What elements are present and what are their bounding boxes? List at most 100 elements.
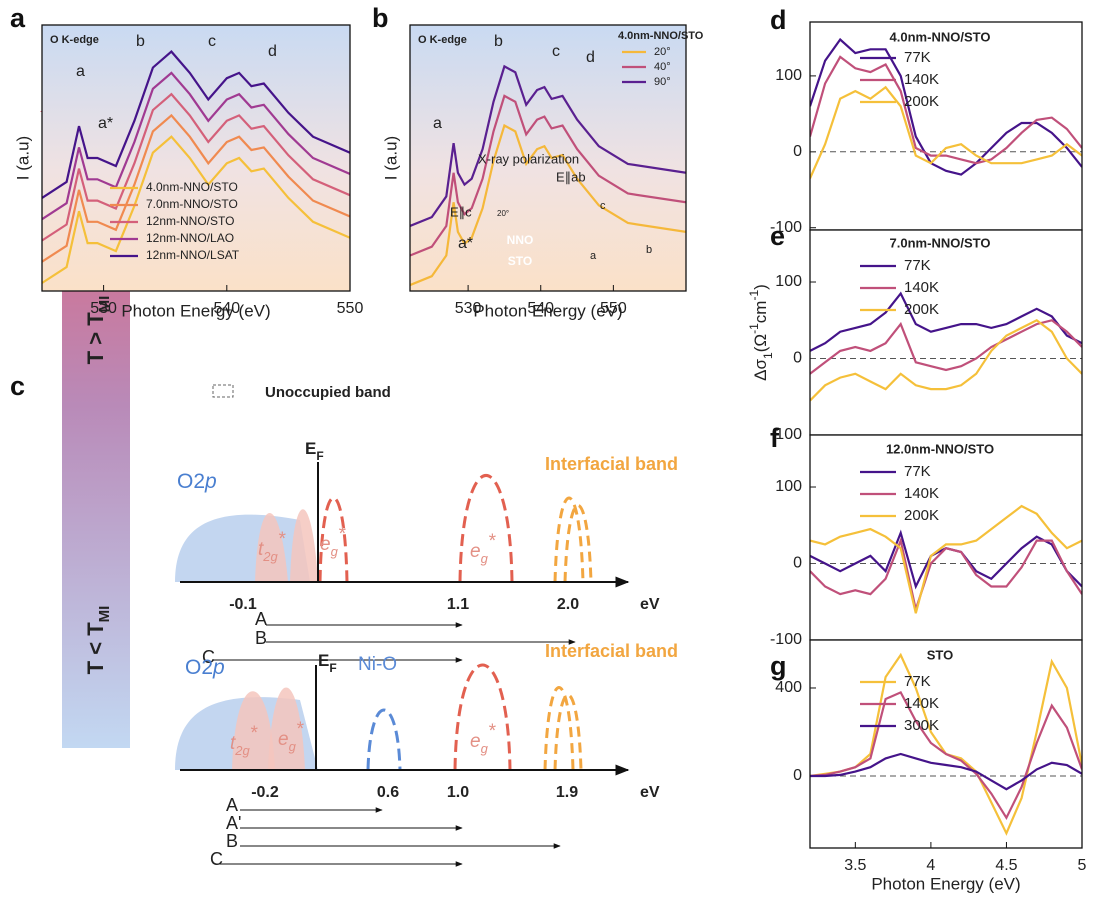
legend-label: 300K	[904, 717, 939, 734]
legend-label: 140K	[904, 279, 939, 296]
interfacial-label: Interfacial band	[545, 454, 678, 474]
series-line	[810, 37, 1082, 176]
annotation: 20°	[497, 209, 509, 218]
annotation: E∥ab	[556, 169, 586, 184]
label-italic: p	[204, 470, 217, 493]
y-tick-label: 100	[775, 273, 802, 290]
label-text: T < T	[83, 622, 108, 675]
temperature-label: T < TMI	[83, 606, 114, 675]
label-sub: g	[481, 551, 489, 566]
eg-empty-band	[458, 474, 514, 583]
annotation: O K-edge	[50, 34, 99, 46]
label-text: O2	[185, 656, 213, 679]
annotation: a*	[458, 235, 473, 252]
label-part: 1	[761, 352, 775, 359]
x-tick-label: 540	[213, 300, 240, 317]
energy-tick: 1.9	[556, 784, 578, 801]
annotation: c	[208, 33, 216, 50]
legend-label: 140K	[904, 485, 939, 502]
label-sub: g	[481, 741, 489, 756]
y-axis-label: I (a.u)	[381, 136, 400, 180]
annotation: b	[494, 33, 503, 50]
transition-label: A'	[226, 813, 241, 833]
label-text: e	[278, 729, 289, 750]
y-axis-label: I (a.u)	[13, 136, 32, 180]
panel-letter: e	[770, 221, 785, 251]
t2g-label: t2g*	[258, 529, 286, 564]
label-text: e	[320, 534, 331, 555]
plot-area	[810, 22, 1082, 230]
label-sub: g	[289, 739, 297, 754]
nio-label: Ni-O	[358, 654, 397, 675]
y-tick-label: -100	[770, 219, 802, 236]
annotation: a	[433, 115, 442, 132]
series-line	[810, 319, 1082, 375]
series-line	[810, 752, 1082, 791]
transition-label: A	[255, 609, 267, 629]
panel-letter: f	[770, 423, 780, 453]
t2g-band	[255, 513, 288, 582]
eg-label: eg*	[470, 721, 496, 756]
label-sub: 2g	[262, 549, 278, 564]
plot-area	[810, 640, 1082, 848]
panel-letter: a	[10, 3, 26, 33]
annotation: NNO	[507, 233, 534, 247]
label-sup: *	[488, 531, 496, 552]
legend-label: 77K	[904, 49, 931, 66]
series-line	[410, 123, 686, 287]
y-tick-label: 100	[775, 67, 802, 84]
panel-title: 7.0nm-NNO/STO	[890, 235, 991, 250]
legend-box	[212, 384, 234, 398]
y-tick-label: -100	[770, 631, 802, 648]
label-sup: *	[278, 529, 286, 550]
y-tick-label: 0	[793, 350, 802, 367]
panel-letter: c	[10, 371, 25, 401]
eg-empty-band	[318, 496, 349, 583]
x-axis-label: Photon Energy (eV)	[871, 874, 1020, 893]
panel-title: 12.0nm-NNO/STO	[886, 441, 994, 456]
label-text: O2	[177, 470, 205, 493]
label-sup: *	[296, 719, 304, 740]
fermi-label: EF	[318, 651, 337, 675]
eg-label: eg*	[278, 719, 304, 754]
y-tick-label: 0	[793, 767, 802, 784]
y-axis-label: Δσ1(Ω-1cm-1)	[747, 284, 775, 381]
label-sub: MI	[96, 606, 113, 623]
label-sub: 2g	[234, 743, 250, 758]
x-tick-label: 550	[600, 300, 627, 317]
x-tick-label: 4	[926, 857, 935, 874]
series-line	[810, 319, 1082, 402]
x-tick-label: 530	[90, 300, 117, 317]
annotation: c	[600, 200, 606, 212]
energy-unit: eV	[640, 784, 660, 801]
legend-label: 40°	[654, 61, 671, 73]
eg-label: eg*	[320, 524, 346, 559]
series-line	[42, 71, 350, 221]
y-tick-label: -100	[770, 426, 802, 443]
y-tick-label: 400	[775, 679, 802, 696]
fermi-label: EF	[305, 439, 324, 463]
legend-label: 90°	[654, 76, 671, 88]
o2p-label: O2p	[185, 656, 225, 679]
eg-label: eg*	[470, 531, 496, 566]
annotation: X-ray polarization	[478, 151, 579, 166]
annotation: a*	[98, 115, 113, 132]
series-line	[42, 113, 350, 263]
x-tick-label: 540	[527, 300, 554, 317]
panel-letter: d	[770, 5, 787, 35]
series-line	[810, 504, 1082, 614]
legend-label: 77K	[904, 463, 931, 480]
interfacial-band	[543, 686, 583, 771]
y-tick-label: 0	[793, 143, 802, 160]
legend-label: 4.0nm-NNO/STO	[146, 180, 238, 194]
label-text: E	[305, 439, 316, 458]
eg-empty-band	[453, 663, 512, 771]
eg-band	[290, 509, 318, 582]
energy-tick: 2.0	[557, 596, 579, 613]
label-part: )	[751, 284, 770, 290]
panel-title: 4.0nm-NNO/STO	[890, 29, 991, 44]
label-sub: F	[329, 661, 336, 675]
legend-label: 140K	[904, 71, 939, 88]
energy-tick: 1.1	[447, 596, 469, 613]
legend-label: 20°	[654, 46, 671, 58]
